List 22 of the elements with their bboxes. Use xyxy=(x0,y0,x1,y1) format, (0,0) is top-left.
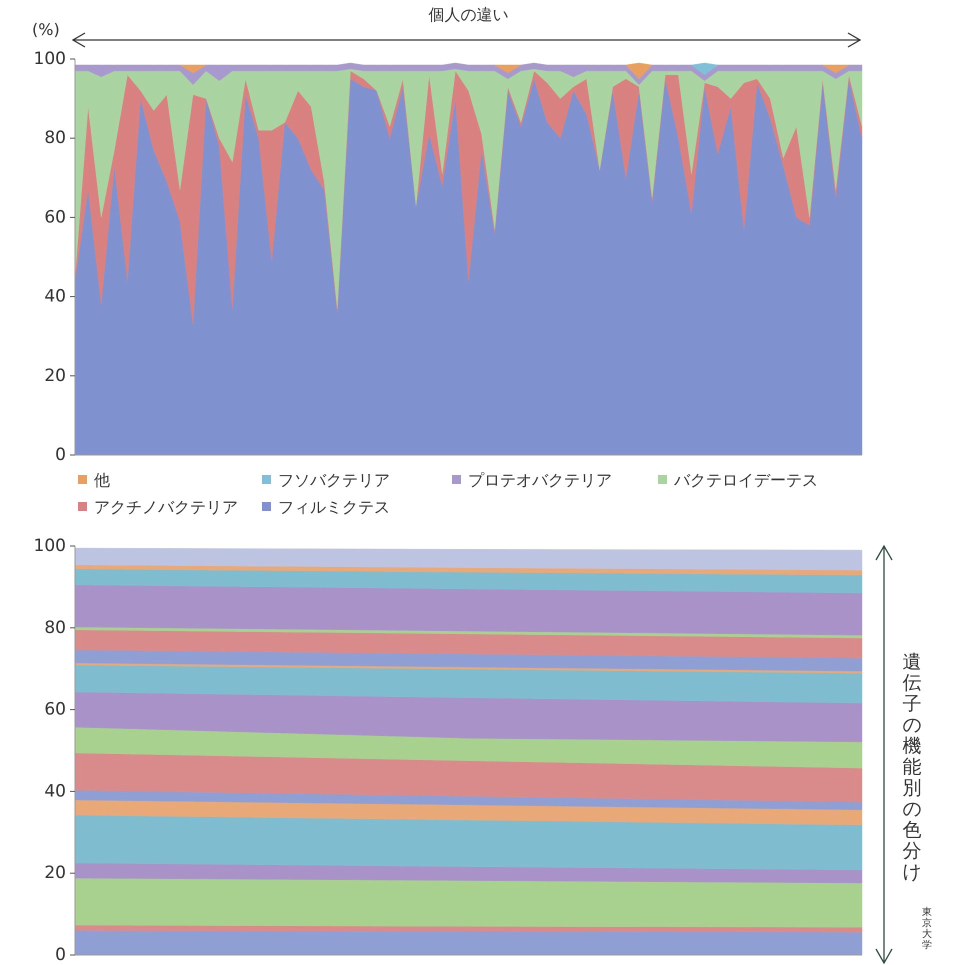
legend-label: 他 xyxy=(94,470,110,490)
y-tick-label: 40 xyxy=(44,781,66,802)
legend-label: プロテオバクテリア xyxy=(468,470,612,490)
legend-label: バクテロイデーテス xyxy=(673,470,818,490)
y-tick-label: 100 xyxy=(34,49,66,69)
legend-label: フソバクテリア xyxy=(278,470,390,490)
y-tick-label: 60 xyxy=(44,700,66,720)
y-tick-label: 100 xyxy=(34,536,66,556)
y-tick-label: 80 xyxy=(44,128,66,148)
y-tick-label: 40 xyxy=(44,286,66,307)
legend-label: フィルミクテス xyxy=(278,498,390,516)
y-tick-label: 0 xyxy=(55,945,66,965)
text: 個人の違い xyxy=(428,5,508,24)
legend-label: アクチノバクテリア xyxy=(94,498,238,516)
y-tick-label: 60 xyxy=(44,207,66,228)
y-axis-title: (%) xyxy=(32,20,60,39)
y-tick-label: 20 xyxy=(44,366,66,386)
y-tick-label: 80 xyxy=(44,618,66,638)
text: 遺伝子の機能別の色分け xyxy=(902,651,922,883)
y-tick-label: 20 xyxy=(44,863,66,884)
text: 東京大学 xyxy=(922,906,932,951)
y-tick-label: 0 xyxy=(55,445,66,465)
